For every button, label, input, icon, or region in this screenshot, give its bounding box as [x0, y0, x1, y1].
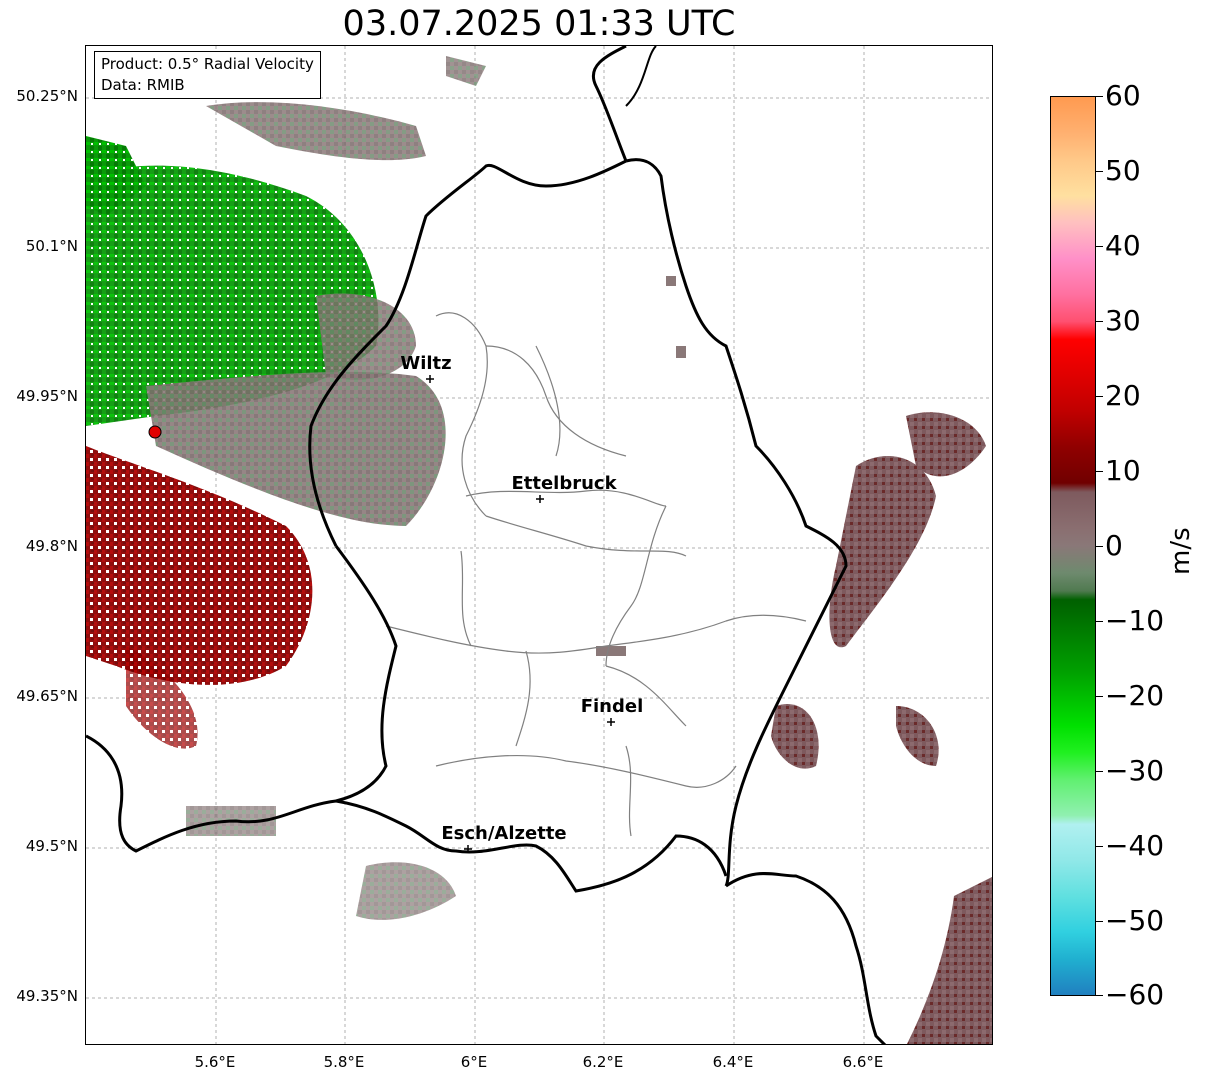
colorbar-tick: −30	[1105, 754, 1165, 787]
lon-label: 6.6°E	[842, 1053, 884, 1071]
city-label-esch-alzette: Esch/Alzette	[441, 823, 566, 844]
national-borders	[86, 46, 887, 1044]
colorbar-tick: −60	[1105, 978, 1165, 1011]
map-title: 03.07.2025 01:33 UTC	[342, 4, 736, 44]
colorbar-tick: 10	[1105, 454, 1141, 487]
radar-site-marker	[148, 425, 162, 439]
city-label-ettelbruck: Ettelbruck	[511, 473, 617, 494]
colorbar-tick: 0	[1105, 529, 1123, 562]
colorbar-tick: −20	[1105, 679, 1165, 712]
lat-label: 49.5°N	[25, 837, 78, 855]
lat-label: 49.95°N	[16, 387, 78, 405]
colorbar-unit: m/s	[1166, 527, 1196, 575]
radar-echoes	[86, 56, 992, 1044]
lon-label: 6.2°E	[582, 1053, 624, 1071]
lat-label: 49.8°N	[25, 537, 78, 555]
colorbar-tick: 50	[1105, 154, 1141, 187]
city-label-findel: Findel	[581, 696, 644, 717]
lat-label: 50.1°N	[25, 237, 78, 255]
lon-label: 6.4°E	[712, 1053, 754, 1071]
colorbar-tick: 40	[1105, 229, 1141, 262]
colorbar-tick: 60	[1105, 79, 1141, 112]
lat-label: 49.65°N	[16, 687, 78, 705]
colorbar-tick: −50	[1105, 904, 1165, 937]
lat-label: 49.35°N	[16, 987, 78, 1005]
colorbar-tick: −10	[1105, 604, 1165, 637]
city-label-wiltz: Wiltz	[400, 353, 451, 374]
velocity-colorbar	[1050, 96, 1096, 996]
product-label: Product: 0.5° Radial Velocity	[101, 55, 314, 73]
radar-map-canvas: Wiltz Ettelbruck Findel Esch/Alzette	[86, 46, 992, 1044]
product-info-box: Product: 0.5° Radial Velocity Data: RMIB	[94, 51, 321, 99]
city-markers	[426, 375, 615, 853]
canton-boundaries	[385, 312, 807, 837]
data-source-label: Data: RMIB	[101, 76, 185, 94]
radar-map[interactable]: Wiltz Ettelbruck Findel Esch/Alzette	[85, 45, 993, 1045]
lon-label: 5.8°E	[323, 1053, 365, 1071]
colorbar-tick: 30	[1105, 304, 1141, 337]
colorbar-tick: −40	[1105, 829, 1165, 862]
colorbar-tick: 20	[1105, 379, 1141, 412]
lon-label: 6°E	[460, 1053, 488, 1071]
lon-label: 5.6°E	[194, 1053, 236, 1071]
lat-label: 50.25°N	[16, 87, 78, 105]
